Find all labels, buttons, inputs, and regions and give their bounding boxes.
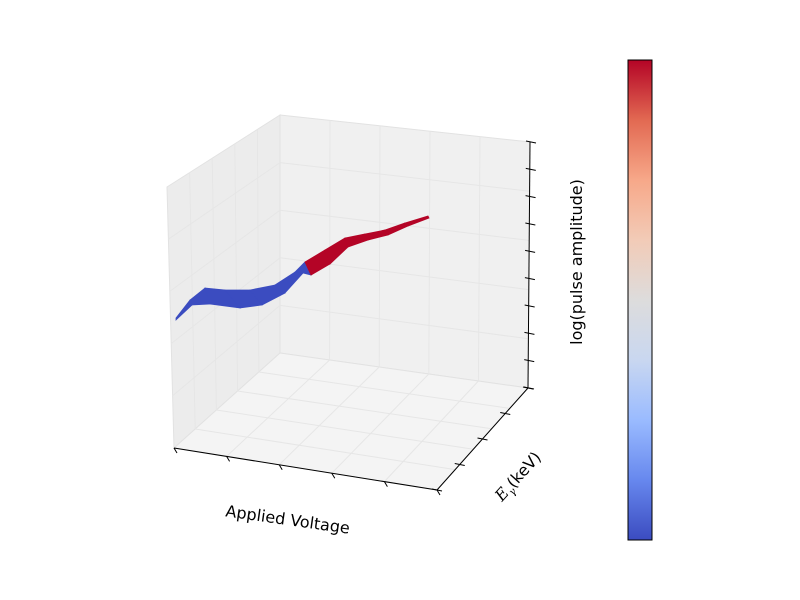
z-axis-label: log(pulse amplitude) [567,179,586,345]
z-tick [525,140,537,144]
y-axis-label: Eγ(keV) [490,448,547,508]
grid-line [172,305,281,397]
grid-line [384,380,479,482]
x-tick [226,456,231,462]
grid-line [211,158,217,411]
y-tick [454,463,465,466]
back-pane [279,114,531,389]
grid-line [169,209,281,292]
y-axis-unit: (keV) [503,448,545,492]
grid-line [428,131,431,375]
grid-line [237,390,492,430]
y-tick [431,488,443,492]
grid-line [256,129,260,373]
grid-line [331,373,430,474]
grid-line [226,359,330,457]
grid-line [195,428,456,471]
grid-line [378,125,381,368]
grid-line [279,162,530,192]
x-tick [278,464,283,471]
z-tick [524,331,535,335]
x-tick [331,472,336,479]
x-tick [436,489,441,496]
x-tick [173,447,178,454]
grid-line [258,371,510,409]
x-axis-line [173,447,438,491]
axis-ticks [173,140,537,496]
grid-lines [168,120,530,482]
grid-line [168,162,281,240]
z-tick [524,359,535,363]
y-axis-subscript: γ [507,486,519,498]
grid-line [278,366,380,466]
surface [175,215,430,321]
grid-line [477,136,481,382]
grid-line [216,409,474,450]
grid-line [279,304,529,340]
z-tick [524,277,535,281]
z-tick [525,195,536,199]
grid-line [234,143,239,392]
surface-patch [404,215,430,227]
z-tick [524,304,535,308]
z-tick [525,167,536,171]
y-tick [500,412,511,415]
axes-3d [166,114,531,491]
colorbar [627,59,653,541]
x-axis-label: Applied Voltage [224,501,351,537]
z-tick [525,222,536,226]
x-tick [383,481,388,487]
y-tick [477,437,488,441]
z-tick [525,249,536,253]
z-tick [523,386,535,390]
z-axis-line [527,141,531,389]
